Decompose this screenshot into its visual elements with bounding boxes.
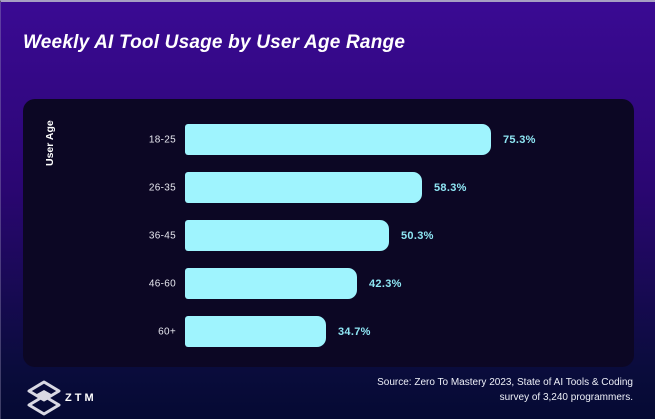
footer-logo: ZTM xyxy=(25,379,97,417)
value-label: 50.3% xyxy=(401,229,434,242)
value-label: 58.3% xyxy=(434,181,467,194)
y-axis-label-text: User Age xyxy=(44,120,56,166)
source-line-2: survey of 3,240 programmers. xyxy=(499,392,633,403)
ztm-logo-icon xyxy=(25,379,63,417)
value-label: 42.3% xyxy=(369,277,402,290)
bar-row: 26-35 58.3% xyxy=(23,172,634,203)
category-label: 18-25 xyxy=(148,134,176,145)
category-label: 60+ xyxy=(158,326,176,337)
bar xyxy=(185,172,422,203)
bar-row: 46-60 42.3% xyxy=(23,268,634,299)
source-line-1: Source: Zero To Mastery 2023, State of A… xyxy=(377,377,633,388)
bar xyxy=(185,316,326,347)
bar xyxy=(185,124,491,155)
bar-row: 36-45 50.3% xyxy=(23,220,634,251)
ztm-logo-text: ZTM xyxy=(65,392,97,404)
source-attribution: Source: Zero To Mastery 2023, State of A… xyxy=(377,375,633,405)
bar-row: 18-25 75.3% xyxy=(23,124,634,155)
bar xyxy=(185,268,357,299)
bar-chart-panel: 18-25 75.3% 26-35 58.3% 36-45 50.3% 46-60 42.3%… xyxy=(23,99,634,367)
bar xyxy=(185,220,389,251)
bar-row: 60+ 34.7% xyxy=(23,316,634,347)
page-title: Weekly AI Tool Usage by User Age Range xyxy=(23,32,406,53)
value-label: 75.3% xyxy=(503,133,536,146)
category-label: 26-35 xyxy=(148,182,176,193)
category-label: 36-45 xyxy=(148,230,176,241)
category-label: 46-60 xyxy=(148,278,176,289)
value-label: 34.7% xyxy=(338,325,371,338)
